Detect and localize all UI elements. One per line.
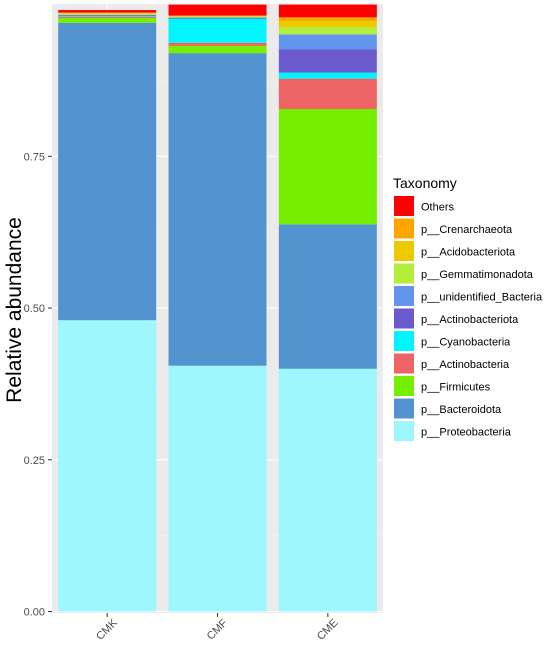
legend-key: [394, 308, 414, 329]
bar-segment: [58, 16, 157, 18]
bar-segment: [168, 53, 267, 366]
bar-segment: [168, 42, 267, 46]
legend-key: [394, 218, 414, 239]
x-axis: CMK CMF CME: [94, 613, 341, 643]
bar-segment: [278, 20, 377, 28]
bar-segment: [278, 108, 377, 225]
bar-segment: [58, 16, 157, 17]
legend-title: Taxonomy: [393, 175, 457, 191]
bar-segment: [278, 17, 377, 21]
legend-label: p__Cyanobacteria: [421, 337, 511, 349]
bar-segment: [278, 4, 377, 18]
bar-segment: [168, 15, 267, 17]
legend-label: Others: [421, 202, 455, 214]
legend-key: [394, 331, 414, 351]
bar-segment: [278, 78, 377, 109]
y-axis-title: Relative abundance: [3, 217, 26, 403]
legend-key: [394, 353, 414, 374]
bar-segment: [168, 18, 267, 43]
bar-segment: [58, 12, 157, 14]
y-tick-label: 0.25: [24, 455, 45, 467]
bar-segment: [58, 14, 157, 16]
bar-segment: [58, 320, 157, 612]
legend-label: p__Gemmatimonadota: [421, 269, 534, 281]
bar-segment: [278, 368, 377, 612]
legend-label: p__unidentified_Bacteria: [421, 292, 543, 304]
y-tick-label: 0.50: [24, 303, 45, 315]
legend-key: [394, 196, 414, 216]
legend: Taxonomy Others p__Crenarchaeota p__Acidob…: [393, 175, 543, 441]
legend-label: p__Proteobacteria: [421, 427, 512, 439]
legend-label: p__Firmicutes: [421, 382, 491, 394]
y-tick-label: 0.00: [24, 607, 45, 619]
legend-key: [394, 376, 414, 396]
bar-segment: [58, 13, 157, 14]
bar-segment: [278, 34, 377, 50]
legend-key: [394, 263, 414, 284]
bar-segment: [58, 17, 157, 23]
legend-label: p__Actinobacteria: [421, 359, 510, 371]
x-tick-label: CMF: [205, 617, 231, 643]
bar-segment: [168, 365, 267, 612]
bar-segment: [168, 16, 267, 17]
bar-segment: [168, 45, 267, 54]
bar-segment: [278, 72, 377, 79]
bar-segment: [278, 49, 377, 73]
bar-segment: [278, 224, 377, 369]
bar-segment: [168, 17, 267, 18]
y-axis: 0.00 0.25 0.50 0.75: [24, 151, 52, 619]
bar-segment: [168, 4, 267, 16]
legend-key: [394, 421, 414, 441]
bars: [58, 4, 377, 612]
bar-segment: [58, 22, 157, 321]
bar-segment: [58, 13, 157, 15]
bar-segment: [58, 10, 157, 13]
legend-key: [394, 241, 414, 261]
legend-key: [394, 286, 414, 306]
x-tick-label: CME: [315, 617, 341, 643]
legend-label: p__Acidobacteriota: [421, 247, 516, 259]
bar-segment: [168, 17, 267, 19]
bar-segment: [168, 16, 267, 18]
legend-label: p__Crenarchaeota: [421, 224, 513, 236]
legend-label: p__Bacteroidota: [421, 404, 502, 416]
legend-key: [394, 398, 414, 419]
legend-label: p__Actinobacteriota: [421, 314, 519, 326]
y-tick-label: 0.75: [24, 151, 45, 163]
bar-segment: [278, 27, 377, 35]
bar-segment: [58, 15, 157, 17]
x-tick-label: CMK: [94, 617, 120, 643]
